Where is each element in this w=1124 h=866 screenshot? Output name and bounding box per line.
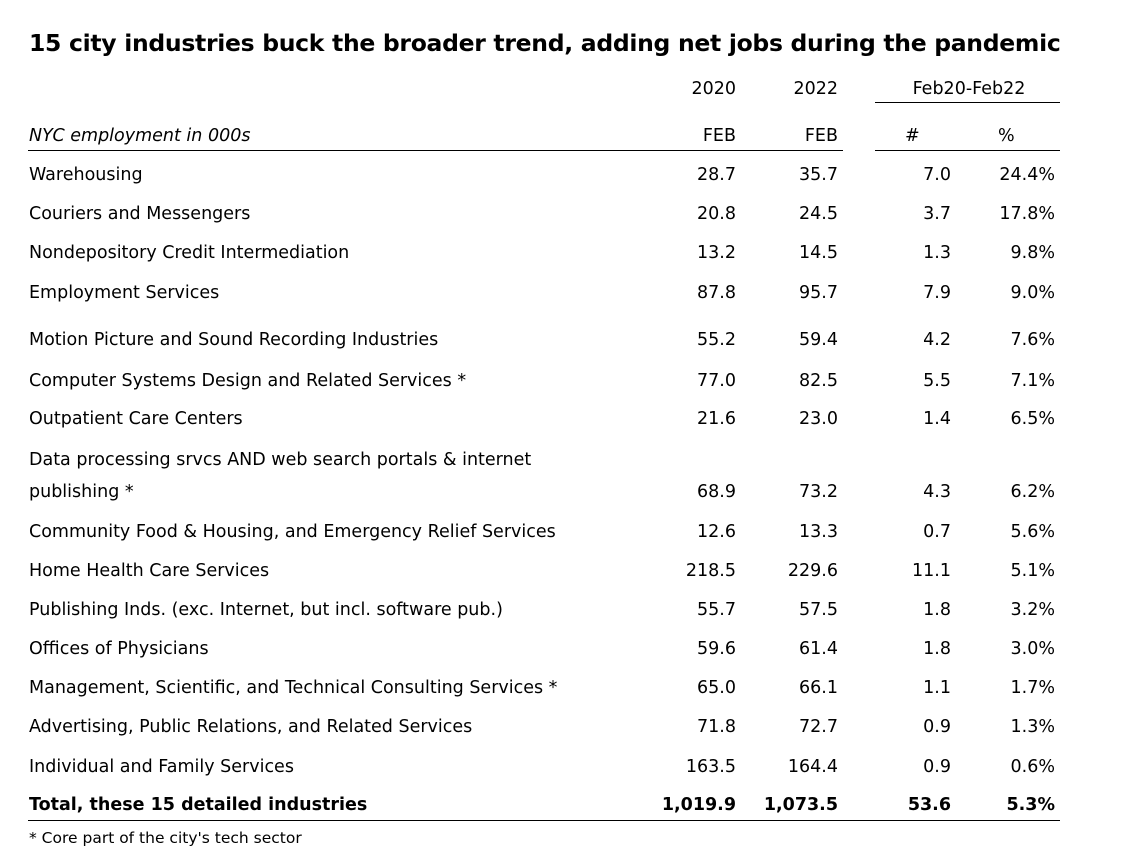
row-feb2022: 13.3 [799,522,838,542]
row-feb2020: 55.2 [697,330,736,350]
row-feb2022: 24.5 [799,204,838,224]
row-industry: Community Food & Housing, and Emergency … [29,522,556,542]
row-num-change: 1.1 [923,678,951,698]
row-industry: Individual and Family Services [29,757,294,777]
row-industry: Employment Services [29,283,220,303]
total-underline [28,820,1060,821]
row-pct-change: 0.6% [1010,757,1055,777]
row-feb2022: 61.4 [799,639,838,659]
row-industry: Computer Systems Design and Related Serv… [29,371,467,391]
row-num-change: 3.7 [923,204,951,224]
row-feb2020: 21.6 [697,409,736,429]
row-feb2022: 14.5 [799,243,838,263]
header-underline-change [875,150,1060,151]
row-num-change: 4.3 [923,482,951,502]
row-pct-change: 3.0% [1010,639,1055,659]
header-month-2020: FEB [702,126,736,146]
row-feb2022: 23.0 [799,409,838,429]
header-pct-change: % [998,126,1015,146]
total-feb2020: 1,019.9 [661,795,736,815]
row-pct-change: 1.3% [1010,717,1055,737]
row-feb2020: 77.0 [697,371,736,391]
row-pct-change: 24.4% [999,165,1055,185]
row-industry: Couriers and Messengers [29,204,251,224]
row-num-change: 0.9 [923,757,951,777]
header-underline [28,150,843,151]
row-feb2022: 72.7 [799,717,838,737]
row-num-change: 11.1 [912,561,951,581]
row-industry: Outpatient Care Centers [29,409,243,429]
row-feb2022: 73.2 [799,482,838,502]
row-industry: Warehousing [29,165,143,185]
row-feb2022: 59.4 [799,330,838,350]
table-title: 15 city industries buck the broader tren… [29,29,1061,57]
header-row-label: NYC employment in 000s [29,126,251,146]
header-change-period: Feb20-Feb22 [912,79,1026,99]
header-num-change: # [905,126,920,146]
row-feb2020: 55.7 [697,600,736,620]
row-feb2020: 87.8 [697,283,736,303]
row-pct-change: 17.8% [999,204,1055,224]
row-feb2022: 95.7 [799,283,838,303]
row-industry-line2: publishing * [29,482,134,502]
row-num-change: 1.8 [923,639,951,659]
row-pct-change: 1.7% [1010,678,1055,698]
row-pct-change: 7.1% [1010,371,1055,391]
row-industry-line1: Data processing srvcs AND web search por… [29,450,532,470]
row-num-change: 0.7 [923,522,951,542]
row-feb2020: 13.2 [697,243,736,263]
row-pct-change: 9.0% [1010,283,1055,303]
row-num-change: 7.0 [923,165,951,185]
row-pct-change: 5.1% [1010,561,1055,581]
row-industry: Motion Picture and Sound Recording Indus… [29,330,439,350]
row-feb2020: 65.0 [697,678,736,698]
row-num-change: 1.4 [923,409,951,429]
row-pct-change: 3.2% [1010,600,1055,620]
row-feb2022: 82.5 [799,371,838,391]
header-year-2020: 2020 [691,79,736,99]
row-feb2022: 35.7 [799,165,838,185]
row-industry: Management, Scientific, and Technical Co… [29,678,558,698]
row-feb2020: 28.7 [697,165,736,185]
row-num-change: 1.3 [923,243,951,263]
row-feb2022: 66.1 [799,678,838,698]
row-industry: Nondepository Credit Intermediation [29,243,350,263]
total-pct-change: 5.3% [1006,795,1055,815]
row-feb2020: 71.8 [697,717,736,737]
row-num-change: 7.9 [923,283,951,303]
total-feb2022: 1,073.5 [763,795,838,815]
total-num-change: 53.6 [907,795,951,815]
row-feb2020: 218.5 [685,561,736,581]
change-period-underline [875,102,1060,103]
row-num-change: 5.5 [923,371,951,391]
row-pct-change: 5.6% [1010,522,1055,542]
header-month-2022: FEB [804,126,838,146]
total-label: Total, these 15 detailed industries [29,795,368,815]
row-pct-change: 6.2% [1010,482,1055,502]
row-pct-change: 9.8% [1010,243,1055,263]
row-industry: Home Health Care Services [29,561,270,581]
row-feb2022: 229.6 [787,561,838,581]
header-year-2022: 2022 [793,79,838,99]
row-feb2020: 59.6 [697,639,736,659]
row-feb2020: 20.8 [697,204,736,224]
footnote: * Core part of the city's tech sector [29,829,302,847]
row-industry: Offices of Physicians [29,639,209,659]
row-feb2020: 68.9 [697,482,736,502]
row-pct-change: 7.6% [1010,330,1055,350]
row-num-change: 1.8 [923,600,951,620]
row-feb2022: 164.4 [787,757,838,777]
row-feb2020: 163.5 [685,757,736,777]
row-feb2022: 57.5 [799,600,838,620]
row-num-change: 4.2 [923,330,951,350]
row-industry: Publishing Inds. (exc. Internet, but inc… [29,600,503,620]
row-pct-change: 6.5% [1010,409,1055,429]
row-num-change: 0.9 [923,717,951,737]
row-feb2020: 12.6 [697,522,736,542]
row-industry: Advertising, Public Relations, and Relat… [29,717,473,737]
